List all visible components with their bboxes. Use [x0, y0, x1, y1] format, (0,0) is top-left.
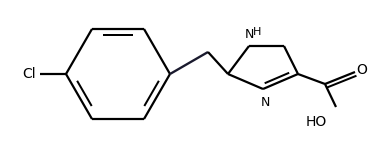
- Text: HO: HO: [305, 115, 327, 129]
- Text: N: N: [244, 28, 254, 41]
- Text: H: H: [253, 27, 261, 37]
- Text: N: N: [260, 95, 270, 109]
- Text: Cl: Cl: [22, 67, 36, 81]
- Text: O: O: [357, 63, 368, 77]
